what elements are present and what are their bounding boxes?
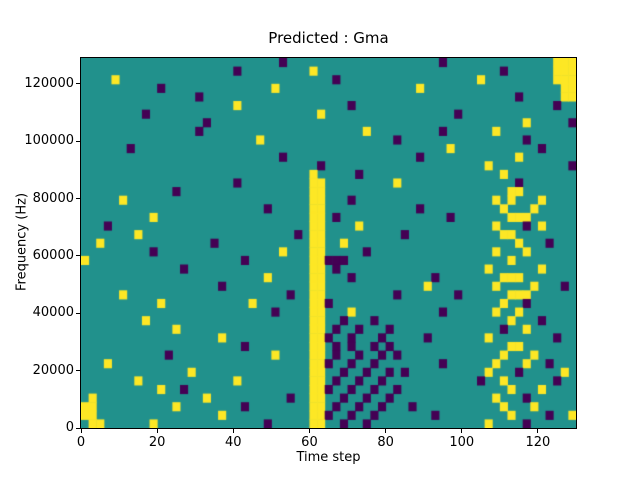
- y-tick-mark: [76, 370, 80, 372]
- x-tick-label: 60: [301, 435, 318, 450]
- y-tick-label: 120000: [24, 75, 74, 91]
- y-tick-label: 40000: [32, 305, 74, 321]
- y-tick-mark: [76, 140, 80, 142]
- x-tick-label: 80: [377, 435, 394, 450]
- y-axis-label: Frequency (Hz): [14, 192, 30, 292]
- y-tick-mark: [76, 427, 80, 429]
- x-tick-mark: [232, 429, 234, 433]
- heatmap-canvas: [81, 58, 576, 428]
- x-tick-mark: [156, 429, 158, 433]
- y-tick-label: 100000: [24, 133, 74, 149]
- x-tick-mark: [385, 429, 387, 433]
- y-tick-mark: [76, 83, 80, 85]
- x-tick-mark: [308, 429, 310, 433]
- y-tick-mark: [76, 198, 80, 200]
- y-tick-mark: [76, 312, 80, 314]
- y-tick-label: 80000: [32, 190, 74, 206]
- x-tick-label: 20: [148, 435, 166, 450]
- chart-title: Predicted : Gma: [268, 29, 389, 47]
- x-tick-mark: [461, 429, 463, 433]
- x-tick-mark: [80, 429, 82, 433]
- x-tick-label: 100: [449, 435, 475, 450]
- y-tick-label: 60000: [32, 247, 74, 263]
- y-tick-label: 0: [65, 420, 74, 435]
- x-axis-label: Time step: [296, 450, 361, 465]
- x-tick-label: 0: [76, 435, 86, 450]
- x-tick-label: 120: [525, 435, 551, 450]
- y-tick-label: 20000: [32, 362, 74, 378]
- y-tick-mark: [76, 255, 80, 257]
- x-tick-mark: [537, 429, 539, 433]
- plot-area: [80, 57, 577, 429]
- x-tick-label: 40: [225, 435, 242, 450]
